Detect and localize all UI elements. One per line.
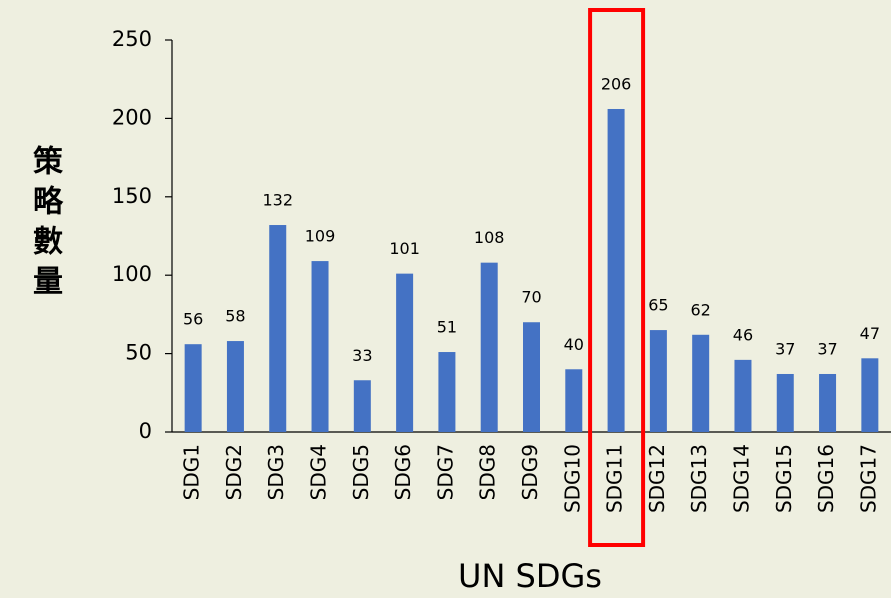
bar bbox=[776, 373, 794, 432]
bar bbox=[480, 262, 498, 432]
data-label: 33 bbox=[352, 346, 372, 365]
x-tick-label: SDG15 bbox=[772, 444, 796, 513]
data-label: 206 bbox=[601, 74, 632, 93]
x-tick-label: SDG1 bbox=[180, 444, 204, 500]
x-tick-label: SDG5 bbox=[349, 444, 373, 500]
bar bbox=[523, 322, 540, 432]
bar bbox=[861, 358, 879, 432]
bar bbox=[649, 330, 667, 432]
x-tick-label: SDG6 bbox=[391, 444, 415, 500]
bar bbox=[607, 108, 625, 432]
data-label: 46 bbox=[733, 325, 753, 344]
data-label: 65 bbox=[648, 296, 668, 315]
y-tick-label: 200 bbox=[112, 105, 152, 129]
y-axis-label: 策略數量 bbox=[27, 145, 62, 305]
data-label: 51 bbox=[437, 318, 457, 337]
data-label: 62 bbox=[690, 300, 710, 319]
bar bbox=[565, 369, 583, 432]
bar bbox=[692, 334, 710, 432]
highlight-box bbox=[588, 8, 646, 547]
y-tick-label: 0 bbox=[139, 419, 152, 443]
data-label: 37 bbox=[817, 339, 837, 358]
y-tick-label: 250 bbox=[112, 27, 152, 51]
x-tick-label: SDG4 bbox=[307, 444, 331, 500]
data-label: 109 bbox=[305, 227, 336, 246]
bar bbox=[226, 341, 244, 432]
data-label: 70 bbox=[521, 288, 541, 307]
x-tick-label: SDG9 bbox=[518, 444, 542, 500]
x-tick-label: SDG2 bbox=[222, 444, 246, 500]
x-tick-label: SDG7 bbox=[433, 444, 457, 500]
x-tick-label: SDG17 bbox=[856, 444, 880, 513]
data-label: 108 bbox=[474, 228, 505, 247]
x-axis-label: UN SDGs bbox=[458, 557, 602, 595]
bar bbox=[396, 273, 414, 432]
x-tick-label: SDG10 bbox=[560, 444, 584, 513]
y-tick-label: 50 bbox=[125, 341, 152, 365]
bar bbox=[184, 344, 202, 432]
x-tick-label: SDG13 bbox=[687, 444, 711, 513]
data-label: 132 bbox=[262, 191, 293, 210]
x-tick-label: SDG14 bbox=[729, 444, 753, 513]
bar bbox=[353, 380, 371, 432]
x-tick-label: SDG11 bbox=[603, 444, 627, 513]
x-tick-label: SDG16 bbox=[814, 444, 838, 513]
bar bbox=[438, 352, 456, 432]
bar bbox=[311, 261, 329, 432]
data-label: 101 bbox=[389, 239, 420, 258]
x-tick-label: SDG12 bbox=[645, 444, 669, 513]
x-tick-label: SDG8 bbox=[476, 444, 500, 500]
y-tick-label: 100 bbox=[112, 262, 152, 286]
y-tick-label: 150 bbox=[112, 184, 152, 208]
bar bbox=[734, 359, 752, 432]
bar bbox=[819, 373, 837, 432]
data-label: 56 bbox=[183, 310, 203, 329]
bar bbox=[269, 225, 287, 432]
data-label: 37 bbox=[775, 339, 795, 358]
data-label: 40 bbox=[564, 335, 584, 354]
data-label: 58 bbox=[225, 307, 245, 326]
data-label: 47 bbox=[860, 324, 880, 343]
x-tick-label: SDG3 bbox=[264, 444, 288, 500]
